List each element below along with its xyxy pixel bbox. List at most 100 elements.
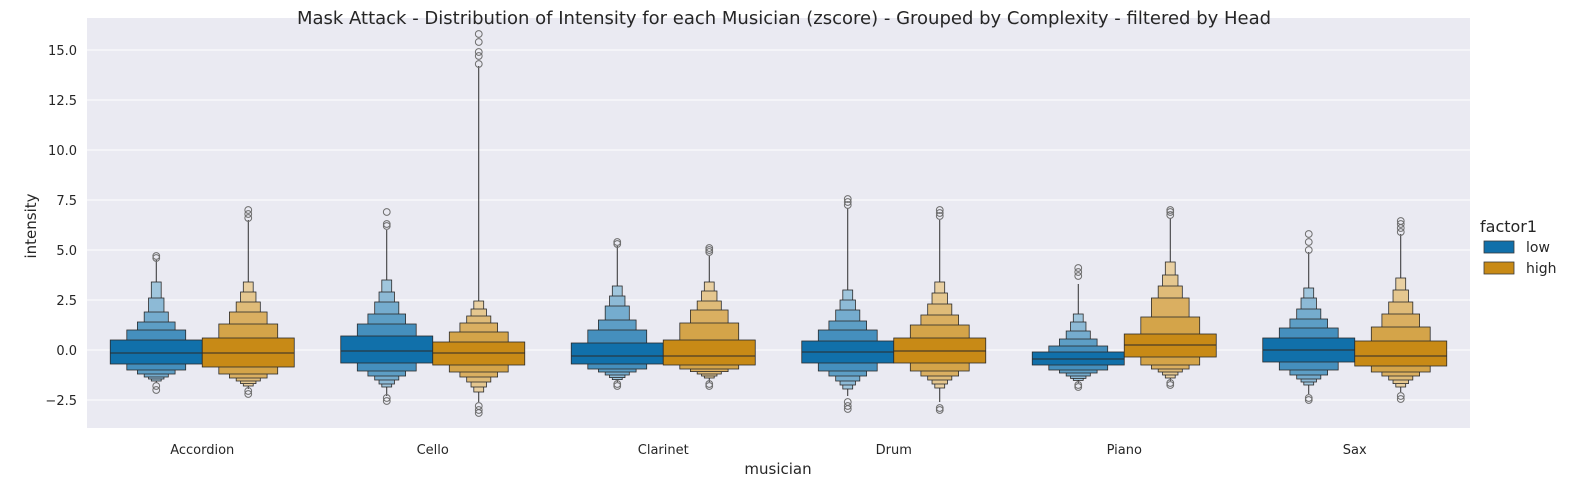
boxen-level-0 <box>201 337 295 368</box>
outlier-point <box>705 380 714 388</box>
boxen-drum-low <box>801 195 895 413</box>
outlier-point <box>474 60 483 68</box>
outlier-point <box>474 409 483 417</box>
outlier-point <box>843 402 852 410</box>
x-tick-label: Clarinet <box>638 443 689 458</box>
boxen-level-0 <box>340 335 434 364</box>
boxen-level-0 <box>570 342 664 365</box>
outlier-point <box>935 212 944 220</box>
legend-swatch-low <box>1483 240 1515 254</box>
outlier-point <box>843 405 852 413</box>
legend-label-low: low <box>1526 240 1550 256</box>
outlier-point <box>474 406 483 414</box>
outlier-point <box>613 382 622 390</box>
outlier-point <box>1074 383 1083 391</box>
boxen-drum-high <box>893 206 987 414</box>
outlier-point <box>1074 268 1083 276</box>
boxen-level-0 <box>1354 340 1448 367</box>
outlier-point <box>1304 396 1313 404</box>
outlier-point <box>1074 264 1083 272</box>
outlier-point <box>152 252 161 260</box>
outlier-point <box>1074 381 1083 389</box>
outlier-point <box>613 240 622 248</box>
outlier-point <box>843 198 852 206</box>
boxen-level-0 <box>109 339 203 365</box>
legend-swatch-high <box>1483 261 1515 275</box>
outlier-point <box>244 214 253 222</box>
y-tick-label: 7.5 <box>56 194 77 209</box>
y-tick-label: 12.5 <box>48 94 77 109</box>
legend: factor1 low high <box>1480 217 1557 277</box>
outlier-point <box>843 195 852 203</box>
legend-label-high: high <box>1526 261 1557 277</box>
outlier-point <box>152 382 161 390</box>
outlier-point <box>1396 395 1405 403</box>
outlier-point <box>1166 379 1175 387</box>
outlier-point <box>1166 206 1175 214</box>
outlier-point <box>1304 246 1313 254</box>
x-tick-label: Cello <box>417 443 449 458</box>
outlier-point <box>382 220 391 228</box>
outlier-point <box>382 222 391 230</box>
y-gridlines <box>87 49 1470 401</box>
boxen-cello-low <box>340 208 434 405</box>
x-tick-label: Accordion <box>170 443 234 458</box>
outlier-point <box>705 246 714 254</box>
outlier-point <box>244 206 253 214</box>
boxen-level-0 <box>662 339 756 366</box>
outlier-point <box>474 30 483 38</box>
outlier-point <box>1166 211 1175 219</box>
boxen-cello-high <box>432 30 526 417</box>
boxen-piano-high <box>1123 206 1217 389</box>
outlier-point <box>613 380 622 388</box>
y-tick-label: 0.0 <box>56 344 77 359</box>
outlier-point <box>1396 392 1405 400</box>
outlier-point <box>382 208 391 216</box>
boxen-groups <box>109 30 1448 417</box>
x-tick-label: Drum <box>876 443 912 458</box>
outlier-point <box>935 209 944 217</box>
outlier-point <box>935 404 944 412</box>
outlier-point <box>244 210 253 218</box>
boxen-sax-high <box>1354 217 1448 403</box>
outlier-point <box>152 386 161 394</box>
y-tick-label: 15.0 <box>48 44 77 59</box>
x-tick-label: Piano <box>1107 443 1142 458</box>
boxen-level-0 <box>1031 351 1125 366</box>
outlier-point <box>1166 381 1175 389</box>
y-axis-label: intensity <box>22 193 40 258</box>
x-axis-ticks: Accordion Cello Clarinet Drum Piano Sax <box>170 443 1367 458</box>
plot-background <box>87 18 1470 428</box>
outlier-point <box>382 394 391 402</box>
outlier-point <box>935 406 944 414</box>
outlier-point <box>1396 220 1405 228</box>
boxen-piano-low <box>1031 264 1125 391</box>
y-axis-ticks: −2.5 0.0 2.5 5.0 7.5 10.0 12.5 15.0 <box>45 44 77 409</box>
boxen-level-0 <box>432 341 526 366</box>
outlier-point <box>1396 217 1405 225</box>
outlier-point <box>935 206 944 214</box>
outlier-point <box>1396 228 1405 236</box>
outlier-point <box>1304 394 1313 402</box>
outlier-point <box>1304 238 1313 246</box>
outlier-point <box>382 397 391 405</box>
y-tick-label: 2.5 <box>56 294 77 309</box>
chart-title: Mask Attack - Distribution of Intensity … <box>297 8 1271 29</box>
outlier-point <box>244 387 253 395</box>
boxen-sax-low <box>1262 230 1356 404</box>
y-tick-label: 5.0 <box>56 244 77 259</box>
outlier-point <box>1304 230 1313 238</box>
legend-title: factor1 <box>1480 217 1537 236</box>
boxen-clarinet-high <box>662 244 756 390</box>
boxen-accordion-high <box>201 206 295 398</box>
boxen-level-0 <box>1123 333 1217 358</box>
outlier-point <box>474 38 483 46</box>
outlier-point <box>843 201 852 209</box>
y-tick-label: −2.5 <box>45 394 77 409</box>
outlier-point <box>705 248 714 256</box>
x-axis-label: musician <box>744 460 811 478</box>
boxen-accordion-low <box>109 252 203 394</box>
outlier-point <box>1166 208 1175 216</box>
outlier-point <box>244 390 253 398</box>
